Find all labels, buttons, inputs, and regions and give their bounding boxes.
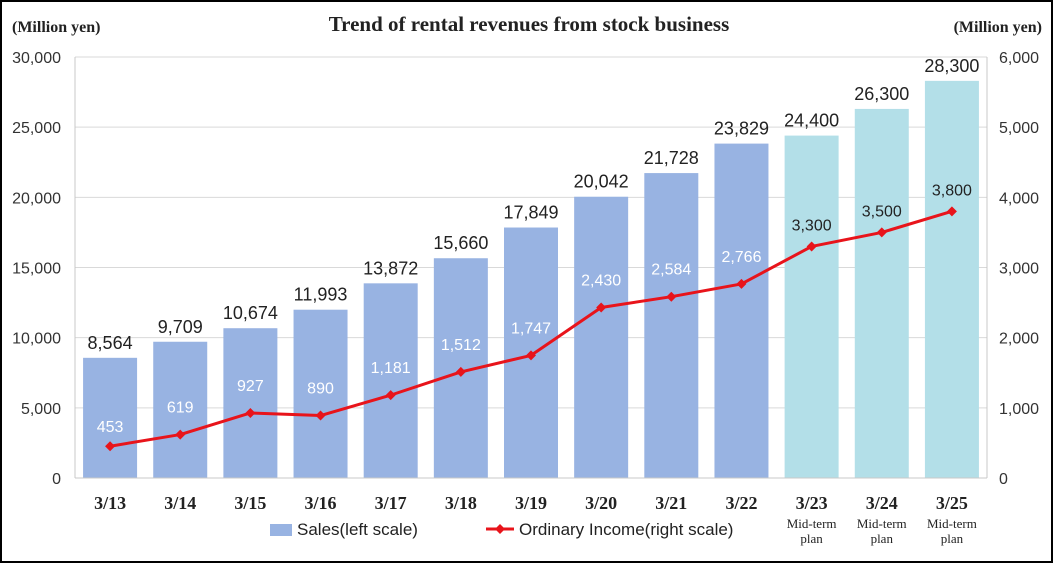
category-label: 3/24 [866,493,898,513]
income-marker [455,366,466,377]
sales-bar [924,80,979,479]
income-marker [315,410,326,421]
sales-bar [363,283,418,478]
legend-income-label: Ordinary Income(right scale) [519,520,733,539]
sales-value-label: 23,829 [714,119,769,139]
sales-value-label: 11,993 [294,285,348,305]
sales-value-label: 26,300 [854,84,909,104]
income-value-label: 2,584 [651,262,691,279]
sales-value-label: 21,728 [644,148,699,168]
sales-bar [784,135,839,478]
income-value-label: 3,500 [862,203,902,220]
sales-bar [714,143,769,478]
income-value-label: 2,766 [721,249,761,266]
sales-value-label: 9,709 [158,317,203,337]
sales-value-label: 20,042 [574,172,629,192]
plan-note-line: Mid-term [857,516,907,531]
income-value-label: 453 [97,419,124,436]
ordinary-income-line [105,206,957,452]
data-labels: 8,564 9,709 10,674 11,993 13,872 15,660 17,849… [88,56,980,436]
income-value-label: 927 [237,378,264,395]
left-tick-label: 10,000 [12,331,61,348]
sales-bar [293,309,348,478]
right-tick-label: 1,000 [999,401,1039,418]
plan-note-line: Mid-term [927,516,977,531]
plan-note-line: plan [800,531,823,546]
category-label: 3/22 [725,493,757,513]
category-label: 3/20 [585,493,617,513]
sales-value-label: 24,400 [784,111,839,131]
right-tick-label: 0 [999,471,1008,488]
legend-income-marker [495,524,505,534]
right-tick-label: 5,000 [999,120,1039,137]
category-label: 3/23 [796,493,828,513]
plan-note-line: Mid-term [787,516,837,531]
category-label: 3/19 [515,493,547,513]
income-value-label: 1,512 [441,337,481,354]
income-marker [245,407,256,418]
sales-value-label: 8,564 [88,333,133,353]
sales-value-label: 15,660 [433,233,488,253]
income-marker [175,429,186,440]
income-marker [946,206,957,217]
income-marker [526,350,536,361]
left-tick-label: 15,000 [12,261,61,278]
left-tick-label: 30,000 [12,50,61,67]
sales-bar [644,173,699,478]
right-tick-label: 4,000 [999,190,1039,207]
right-tick-label: 3,000 [999,261,1039,278]
sales-value-label: 10,674 [223,303,278,323]
income-marker [666,291,677,302]
category-label: 3/16 [305,493,337,513]
income-marker [385,390,396,401]
category-label: 3/25 [936,493,968,513]
income-value-label: 3,800 [932,182,972,199]
income-value-label: 2,430 [581,272,621,289]
plan-note-line: plan [941,531,964,546]
income-value-label: 890 [307,381,334,398]
right-tick-label: 2,000 [999,331,1039,348]
income-value-label: 3,300 [792,217,832,234]
category-label: 3/14 [164,493,196,513]
sales-bars [83,80,979,479]
sales-value-label: 28,300 [924,56,979,76]
chart-title: Trend of rental revenues from stock busi… [329,12,730,36]
income-marker [596,302,607,313]
sales-bar [223,328,278,478]
income-marker [806,241,817,252]
plan-note-line: plan [871,531,894,546]
category-label: 3/15 [234,493,266,513]
sales-value-label: 13,872 [363,258,418,278]
sales-bar [574,196,629,478]
legend: Sales(left scale) Ordinary Income(right … [270,520,733,539]
category-label: 3/18 [445,493,477,513]
right-tick-label: 6,000 [999,50,1039,67]
legend-sales-label: Sales(left scale) [297,520,418,539]
legend-sales-swatch [270,524,292,536]
left-axis-unit: (Million yen) [12,19,100,36]
sales-bar [153,341,208,478]
left-tick-label: 20,000 [12,190,61,207]
income-value-label: 1,747 [511,320,551,337]
axes: 0 0 5,000 1,000 10,000 2,000 15,000 3,000 20,000… [12,50,1039,546]
left-tick-label: 5,000 [21,401,61,418]
sales-bar [854,108,909,478]
left-tick-label: 25,000 [12,120,61,137]
sales-bar [83,357,138,478]
category-label: 3/17 [375,493,407,513]
right-axis-unit: (Million yen) [954,19,1042,36]
income-marker [105,441,116,452]
income-marker [736,278,747,289]
income-value-label: 619 [167,400,194,417]
income-value-label: 1,181 [371,360,411,377]
category-label: 3/13 [94,493,126,513]
income-marker [876,227,887,238]
left-tick-label: 0 [52,471,61,488]
sales-value-label: 17,849 [503,203,558,223]
category-label: 3/21 [655,493,687,513]
